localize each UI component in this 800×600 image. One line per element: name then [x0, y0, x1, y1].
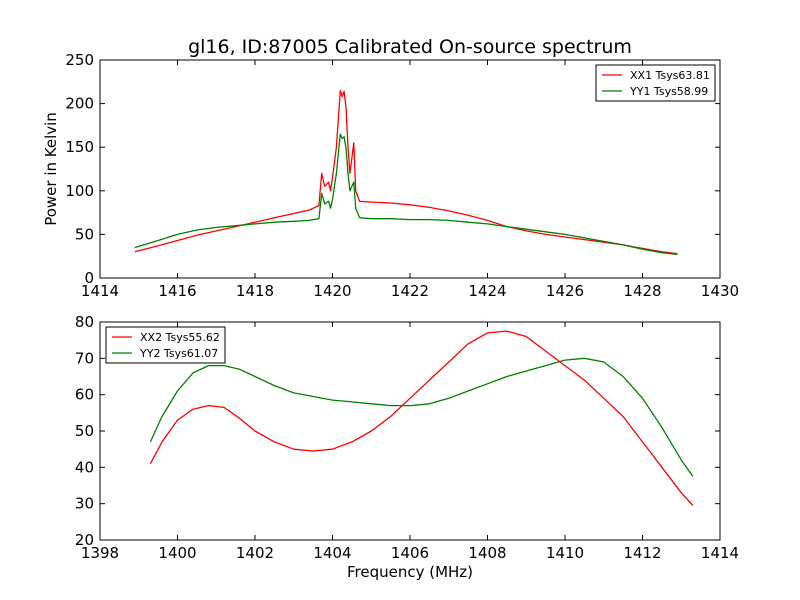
x-tick-label: 1404: [313, 544, 351, 562]
chart-title: gl16, ID:87005 Calibrated On-source spec…: [188, 36, 632, 58]
legend-label: YY2 Tsys61.07: [139, 347, 218, 360]
x-tick-label: 1398: [81, 544, 119, 562]
y-tick-label: 50: [75, 225, 94, 243]
y-axis-label: Power in Kelvin: [42, 112, 60, 226]
x-tick-label: 1426: [546, 282, 584, 300]
x-tick-label: 1412: [623, 544, 661, 562]
x-tick-label: 1430: [701, 282, 739, 300]
y-tick-label: 30: [75, 495, 94, 513]
y-tick-label: 70: [75, 349, 94, 367]
legend-label: YY1 Tsys58.99: [629, 85, 708, 98]
series-line-1: [149, 330, 694, 506]
y-tick-label: 200: [65, 95, 94, 113]
x-axis-label: Frequency (MHz): [347, 563, 473, 581]
series-line-2: [149, 357, 694, 477]
legend: XX2 Tsys55.62 YY2 Tsys61.07: [105, 326, 226, 364]
y-tick-label: 100: [65, 182, 94, 200]
x-tick-label: 1402: [236, 544, 274, 562]
x-tick-label: 1406: [391, 544, 429, 562]
x-tick-label: 1424: [468, 282, 506, 300]
x-tick-label: 1410: [546, 544, 584, 562]
x-tick-label: 1414: [701, 544, 739, 562]
y-tick-label: 250: [65, 51, 94, 69]
x-tick-label: 1416: [158, 282, 196, 300]
legend-label: XX2 Tsys55.62: [140, 331, 220, 344]
x-tick-label: 1420: [313, 282, 351, 300]
y-tick-label: 150: [65, 138, 94, 156]
x-tick-label: 1414: [81, 282, 119, 300]
legend: XX1 Tsys63.81 YY1 Tsys58.99: [595, 64, 716, 102]
y-tick-label: 40: [75, 458, 94, 476]
top-spectrum-panel: 1414 1416 1418 1420 1422 1424 1426 1428 1430 0 50 1…: [42, 51, 739, 300]
legend-box: [105, 326, 226, 364]
x-tick-label: 1400: [158, 544, 196, 562]
bottom-spectrum-panel: 1398 1400 1402 1404 1406 1408 1410 1412 1414 20 30…: [75, 313, 739, 581]
y-tick-label: 60: [75, 386, 94, 404]
series-line-2: [134, 133, 678, 256]
x-tick-label: 1422: [391, 282, 429, 300]
x-tick-label: 1428: [623, 282, 661, 300]
y-tick-label: 20: [75, 531, 94, 549]
y-tick-label: 50: [75, 422, 94, 440]
y-tick-label: 80: [75, 313, 94, 331]
x-tick-label: 1408: [468, 544, 506, 562]
legend-box: [595, 64, 716, 102]
legend-label: XX1 Tsys63.81: [630, 69, 710, 82]
series-line-1: [134, 89, 678, 255]
y-tick-label: 0: [84, 269, 94, 287]
x-tick-label: 1418: [236, 282, 274, 300]
